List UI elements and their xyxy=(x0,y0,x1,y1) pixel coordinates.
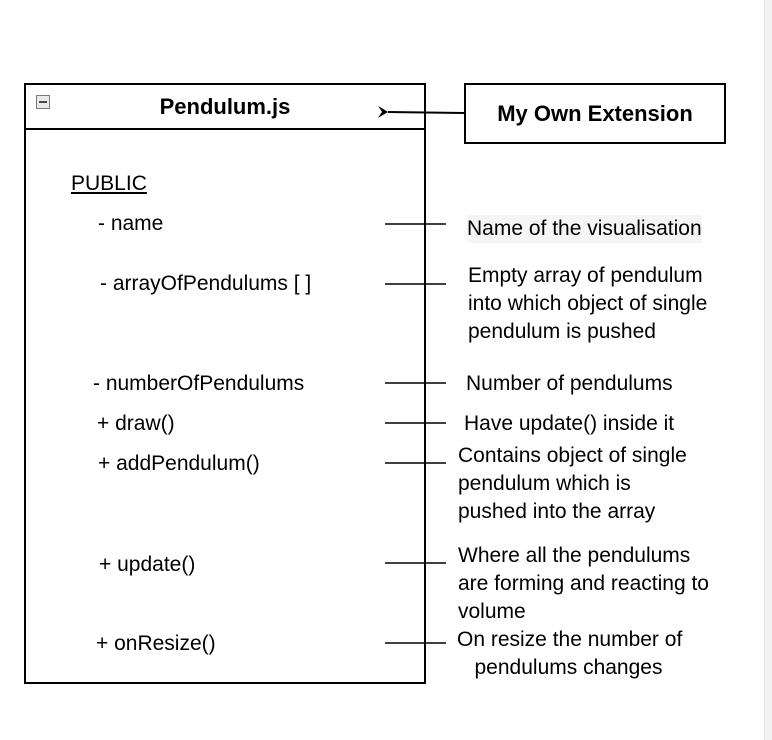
extension-arrow xyxy=(377,105,465,118)
desc-add-pendulum: Contains object of single pendulum which… xyxy=(458,444,687,523)
desc-on-resize: On resize the number of pendulums change… xyxy=(457,628,683,679)
member-update: + update() xyxy=(99,553,196,576)
class-box: Pendulum.js xyxy=(24,83,426,684)
extension-box: My Own Extension xyxy=(464,83,726,144)
member-number-of-pendulums: - numberOfPendulums xyxy=(93,372,305,395)
member-array-of-pendulums: - arrayOfPendulums [ ] xyxy=(100,272,312,295)
public-section-label: PUBLIC xyxy=(71,172,147,195)
member-add-pendulum: + addPendulum() xyxy=(98,452,260,475)
right-edge-strip xyxy=(764,0,772,740)
member-name: - name xyxy=(98,212,164,235)
desc-name: Name of the visualisation xyxy=(467,215,702,243)
member-draw: + draw() xyxy=(97,412,175,435)
class-header: Pendulum.js xyxy=(26,85,424,130)
member-on-resize: + onResize() xyxy=(96,632,216,655)
desc-draw: Have update() inside it xyxy=(464,412,675,435)
class-title: Pendulum.js xyxy=(159,94,291,119)
desc-update: Where all the pendulums are forming and … xyxy=(458,544,709,623)
desc-number-of-pendulums: Number of pendulums xyxy=(466,372,673,395)
extension-label: My Own Extension xyxy=(497,101,693,126)
collapse-icon[interactable] xyxy=(36,95,50,109)
desc-array-of-pendulums: Empty array of pendulum into which objec… xyxy=(468,264,708,343)
